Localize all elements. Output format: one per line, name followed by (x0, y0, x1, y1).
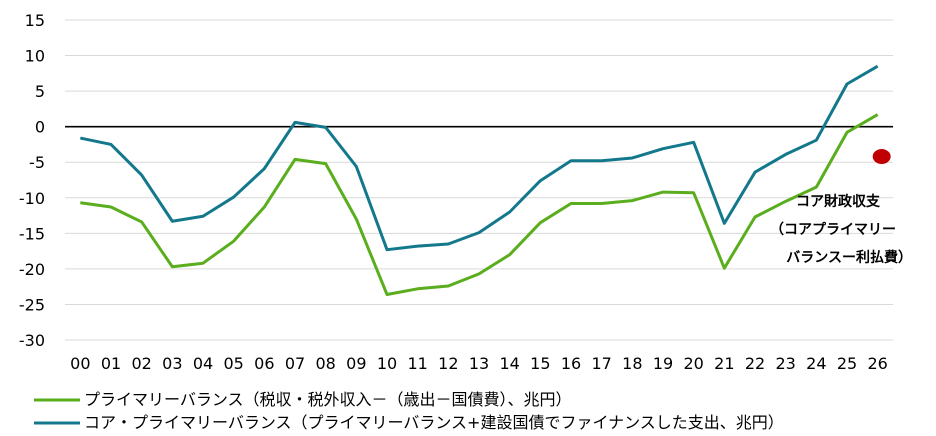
y-tick-labels: 15 10 5 0 -5 -10 -15 -20 -25 -30 (19, 11, 45, 350)
x-tick-label: 19 (653, 354, 673, 373)
legend-label-core-primary-balance: コア・プライマリーバランス（プライマリーバランス+建設国債でファイナンスした支出… (84, 413, 784, 432)
y-tick-label: -30 (19, 331, 45, 350)
x-tick-label: 16 (561, 354, 581, 373)
x-tick-label: 04 (193, 354, 213, 373)
x-tick-label: 07 (285, 354, 305, 373)
primary-balance-line (80, 113, 879, 296)
core-primary-balance-line (80, 64, 879, 252)
y-tick-label: -20 (19, 260, 45, 279)
core-fiscal-balance-points (872, 149, 891, 165)
x-tick-label: 17 (591, 354, 611, 373)
series-lines (80, 64, 879, 296)
x-tick-labels: 00 01 02 03 04 05 06 07 08 09 10 11 12 13 14 15 16 17 18 19… (70, 354, 888, 373)
x-tick-label: 20 (683, 354, 703, 373)
y-tick-label: -5 (29, 153, 45, 172)
gridlines (65, 19, 893, 341)
y-tick-label: 5 (35, 82, 45, 101)
x-tick-label: 26 (867, 354, 887, 373)
x-tick-label: 24 (806, 354, 826, 373)
x-tick-label: 13 (469, 354, 489, 373)
annotation-line-2: （コアプライマリー (770, 222, 896, 238)
x-tick-label: 03 (162, 354, 182, 373)
x-tick-label: 08 (315, 354, 335, 373)
x-tick-label: 11 (407, 354, 427, 373)
x-tick-label: 23 (775, 354, 795, 373)
x-tick-label: 09 (346, 354, 366, 373)
annotation: コア財政収支 （コアプライマリー バランスー利払費） (770, 193, 912, 266)
core-fiscal-balance-point (872, 149, 891, 165)
y-tick-label: 0 (35, 118, 45, 137)
x-tick-label: 02 (131, 354, 151, 373)
x-tick-label: 22 (745, 354, 765, 373)
y-tick-label: -10 (19, 189, 45, 208)
annotation-line-3: バランスー利払費） (786, 249, 912, 266)
legend-item-core-primary-balance: コア・プライマリーバランス（プライマリーバランス+建設国債でファイナンスした支出… (34, 413, 784, 432)
x-tick-label: 06 (254, 354, 274, 373)
y-tick-label: -15 (19, 224, 45, 243)
y-tick-label: 10 (25, 47, 45, 66)
x-tick-label: 01 (101, 354, 121, 373)
x-tick-label: 10 (377, 354, 397, 373)
x-tick-label: 15 (530, 354, 550, 373)
legend-label-primary-balance: プライマリーバランス（税収・税外収入－（歳出－国債費）、兆円） (84, 390, 572, 409)
annotation-line-1: コア財政収支 (796, 193, 881, 210)
x-tick-label: 00 (70, 354, 90, 373)
legend-item-primary-balance: プライマリーバランス（税収・税外収入－（歳出－国債費）、兆円） (34, 390, 572, 409)
x-tick-label: 14 (499, 354, 519, 373)
x-tick-label: 12 (438, 354, 458, 373)
x-tick-label: 05 (223, 354, 243, 373)
y-tick-label: -25 (19, 295, 45, 314)
x-tick-label: 18 (622, 354, 642, 373)
y-tick-label: 15 (25, 11, 45, 30)
x-tick-label: 21 (714, 354, 734, 373)
legend: プライマリーバランス（税収・税外収入－（歳出－国債費）、兆円） コア・プライマリ… (34, 390, 784, 432)
x-tick-label: 25 (837, 354, 857, 373)
